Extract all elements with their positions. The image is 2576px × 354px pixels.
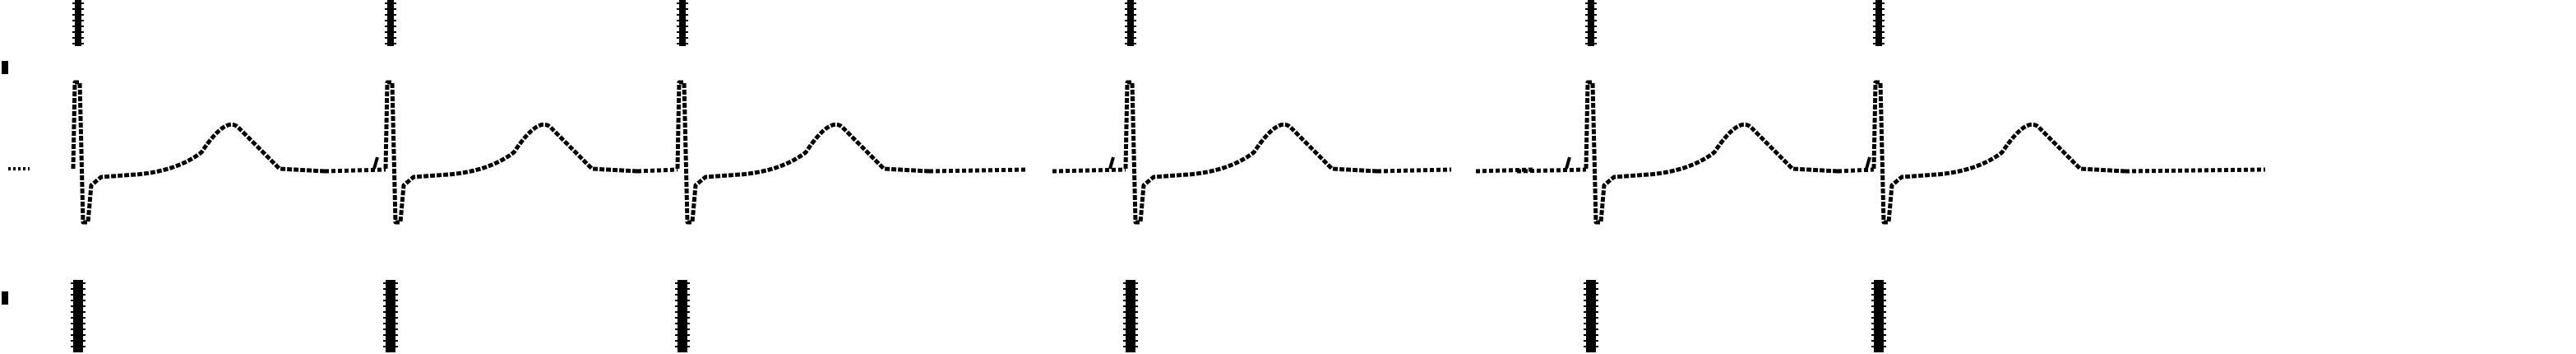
heartbeat-complex	[1123, 80, 1378, 225]
qrs-marker-bar-top	[75, 0, 81, 46]
qrs-marker-bar-top	[679, 0, 686, 46]
heartbeat-complex	[1871, 80, 2126, 225]
pre-beat-notch	[1108, 156, 1115, 170]
qrs-marker-bar-top	[1875, 0, 1882, 46]
pre-beat-notch	[372, 156, 379, 170]
baseline-segment	[1837, 167, 1875, 174]
baseline-segment	[1516, 167, 1587, 174]
qrs-marker-bar-top	[1588, 0, 1594, 46]
baseline-segment	[1376, 167, 1452, 174]
baseline-segment	[1052, 167, 1126, 174]
baseline-segment	[636, 167, 678, 174]
qrs-upper-marker-bars	[72, 0, 1885, 46]
left-tick-top	[2, 61, 8, 74]
heartbeat-complex	[383, 80, 638, 225]
baseline-segment	[324, 167, 386, 174]
heartbeat-complex	[71, 80, 326, 225]
qrs-marker-bar-top	[387, 0, 394, 46]
left-tick-bottom	[2, 291, 8, 305]
heartbeat-complex	[675, 80, 930, 225]
qrs-marker-bar-top	[1127, 0, 1134, 46]
left-edge-tick-marks	[2, 61, 30, 305]
pre-beat-notch	[1865, 156, 1871, 170]
baseline-segment	[928, 167, 1029, 174]
baseline-segment	[2125, 167, 2266, 174]
ecg-waveform	[71, 80, 2266, 225]
qrs-lower-marker-bars	[71, 280, 1886, 352]
heartbeat-complex	[1584, 80, 1838, 225]
pre-beat-notch	[1565, 156, 1571, 170]
